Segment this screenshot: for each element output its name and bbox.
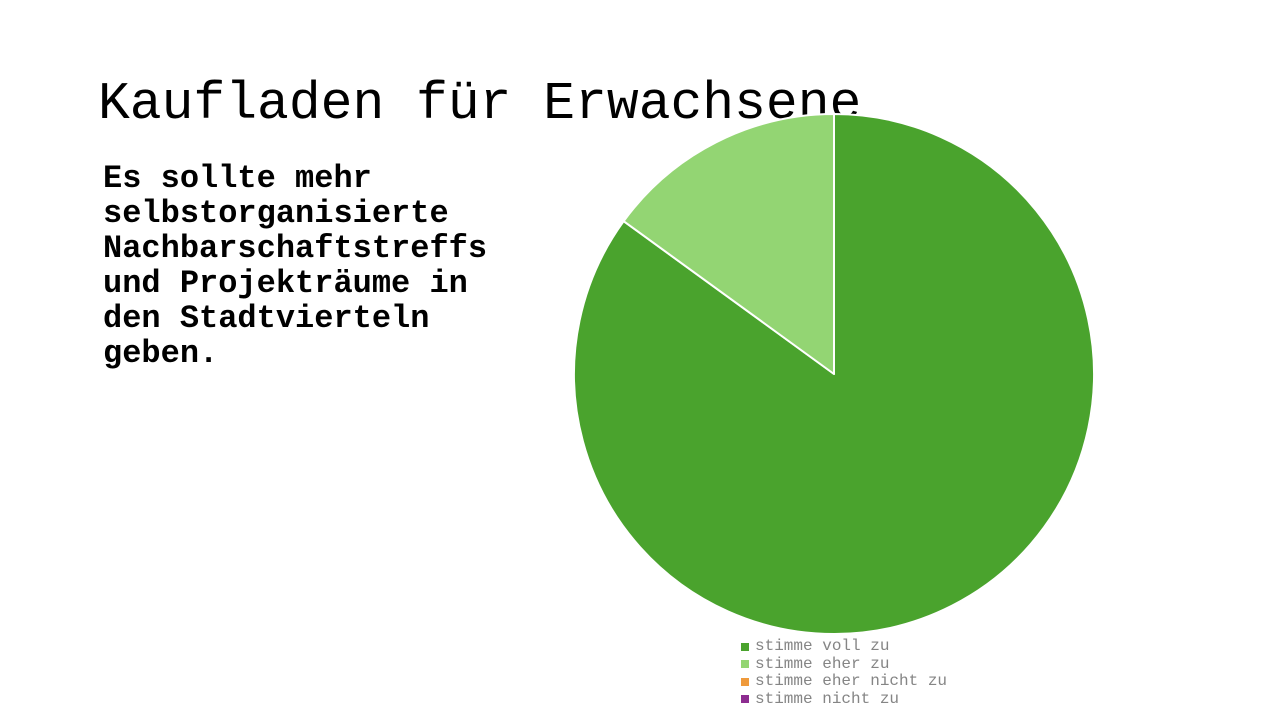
legend-label: stimme nicht zu (755, 689, 900, 708)
legend-item-stimme-nicht-zu: stimme nicht zu (741, 689, 947, 709)
legend-swatch-icon (741, 677, 749, 686)
legend-item-stimme-eher-nicht-zu: stimme eher nicht zu (741, 672, 948, 691)
pie-svg (573, 113, 1095, 635)
statement-text: Es sollte mehr selbstorganisierte Nachba… (103, 160, 488, 372)
legend-label: stimme eher nicht zu (755, 672, 948, 690)
slide-title: Kaufladen für Erwachsene (98, 73, 862, 134)
pie-chart[interactable] (573, 113, 1095, 635)
legend-label: stimme eher zu (755, 654, 890, 673)
legend-item-stimme-eher-zu: stimme eher zu (741, 654, 947, 674)
legend-item-stimme-voll-zu: stimme voll zu (741, 637, 947, 656)
pie-slice-stimme-eher-zu (622, 113, 835, 375)
legend-swatch-icon (741, 642, 749, 651)
chart-legend: stimme voll zu stimme eher zu stimme eher … (741, 637, 948, 709)
legend-swatch-icon (741, 695, 749, 704)
legend-label: stimme voll zu (755, 637, 890, 655)
legend-swatch-icon (741, 660, 749, 669)
